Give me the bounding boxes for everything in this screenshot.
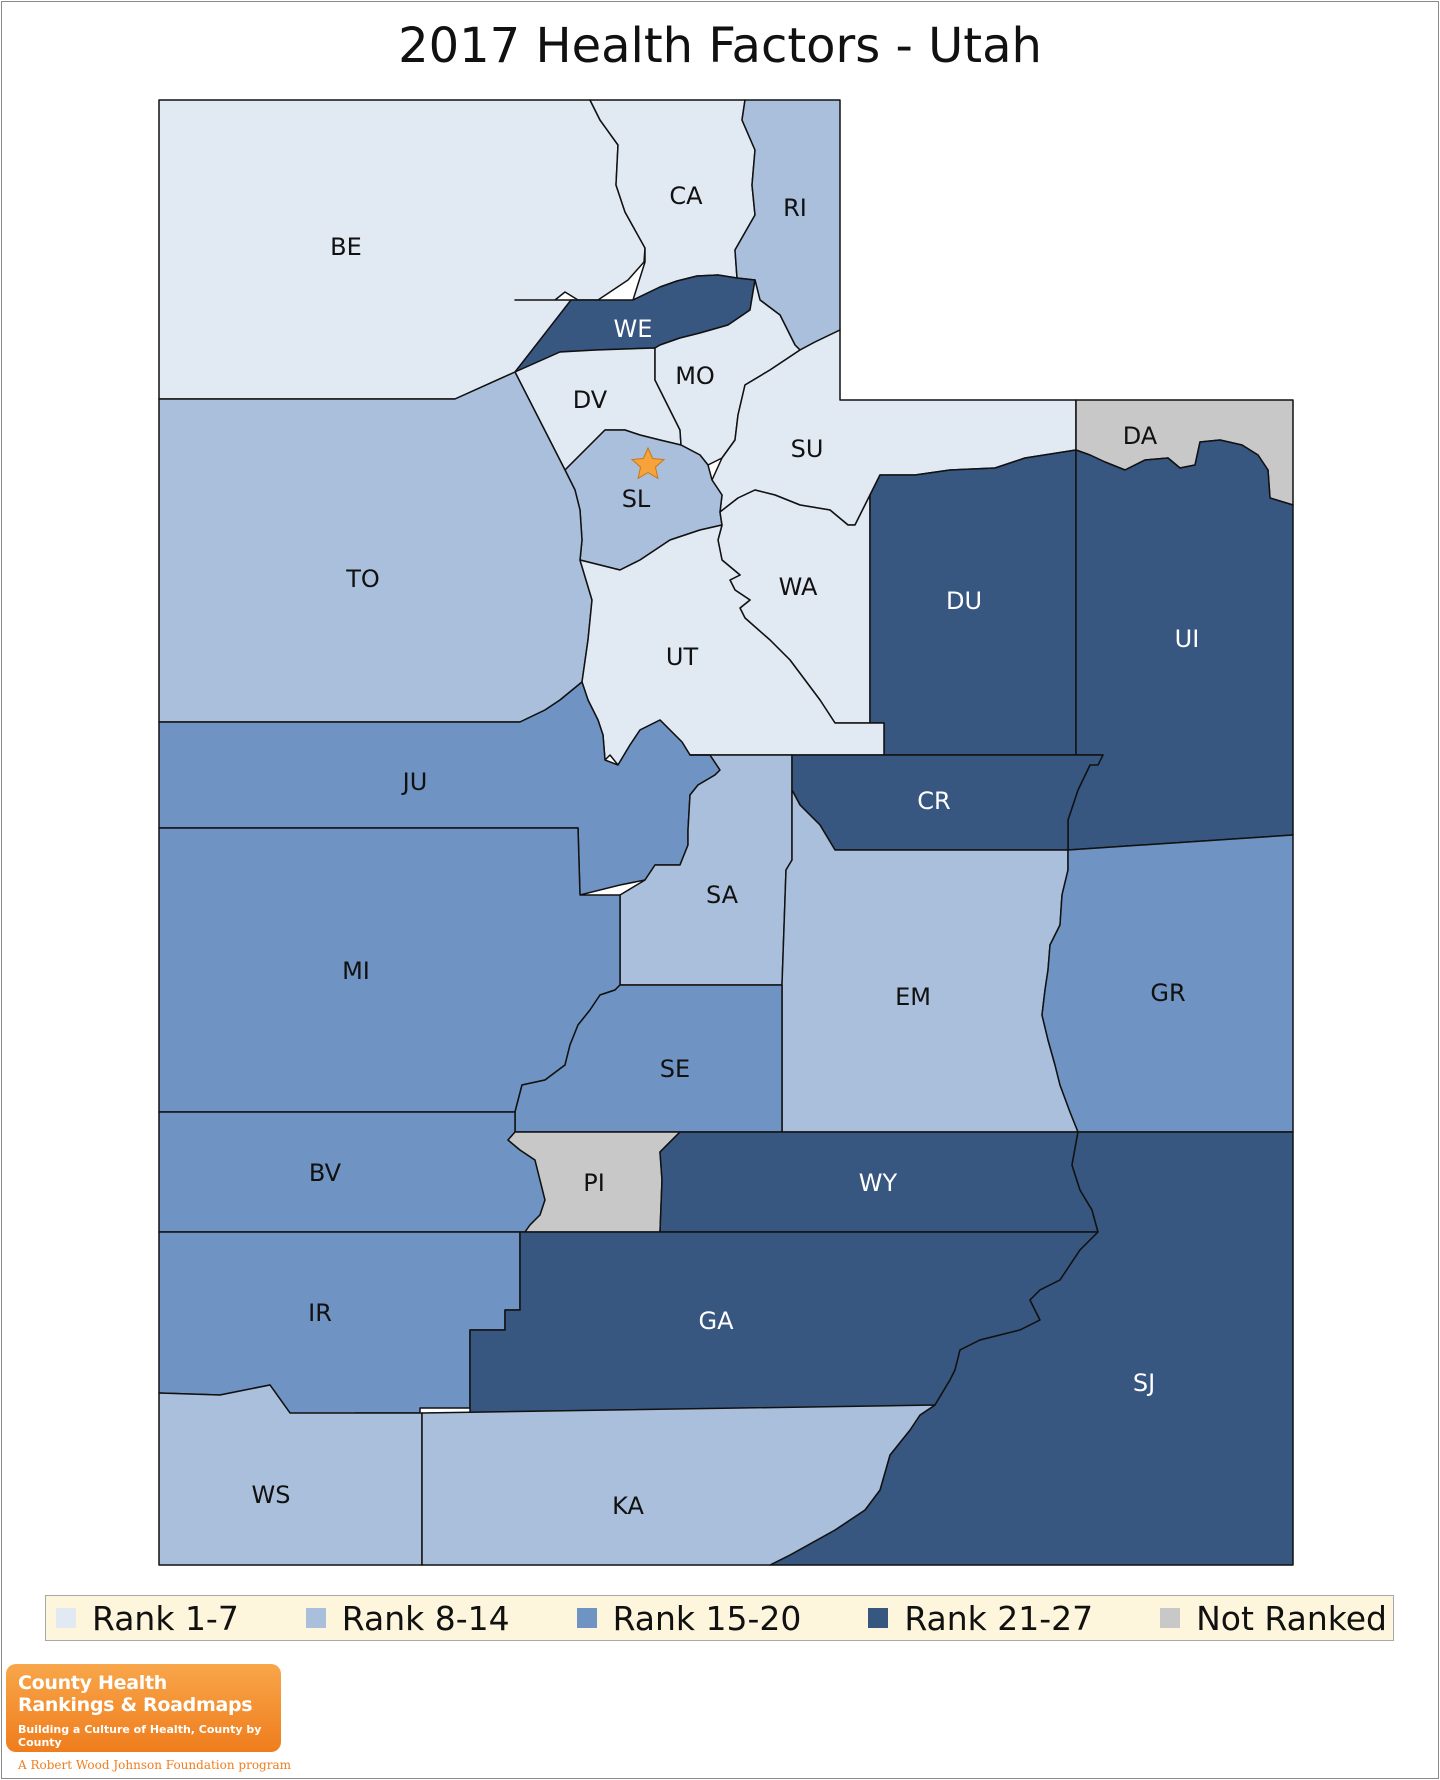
county-label-MO: MO	[675, 362, 715, 390]
county-label-TO: TO	[345, 565, 380, 593]
county-label-WA: WA	[779, 573, 818, 601]
county-label-MI: MI	[342, 957, 370, 985]
county-label-SA: SA	[706, 881, 739, 909]
legend-label: Rank 1-7	[92, 1598, 239, 1638]
logo-line-2: Rankings & Roadmaps	[18, 1694, 253, 1716]
legend-label: Rank 8-14	[341, 1598, 510, 1638]
county-label-JU: JU	[401, 768, 428, 796]
legend-swatch	[576, 1608, 597, 1628]
chr-logo[interactable]: County Health Rankings & Roadmaps Buildi…	[6, 1664, 281, 1752]
county-label-DU: DU	[946, 587, 982, 615]
county-label-RI: RI	[783, 194, 807, 222]
map-title: 2017 Health Factors - Utah	[398, 18, 1042, 74]
county-label-BE: BE	[330, 233, 362, 261]
legend-label: Not Ranked	[1196, 1598, 1387, 1638]
legend-item-rank-21-27: Rank 21-27	[868, 1599, 1093, 1638]
county-WS[interactable]	[158, 1384, 423, 1566]
county-label-SL: SL	[622, 485, 651, 513]
county-labels: BE CA RI WE MO DV SU DA SL TO WA DU UI UT JU CR SA MI EM GR…	[252, 182, 1200, 1520]
county-label-DA: DA	[1123, 422, 1158, 450]
county-label-EM: EM	[895, 983, 931, 1011]
county-label-SJ: SJ	[1133, 1369, 1155, 1397]
county-label-WY: WY	[859, 1169, 898, 1197]
county-label-IR: IR	[308, 1299, 332, 1327]
county-label-WE: WE	[614, 315, 653, 343]
legend-label: Rank 15-20	[612, 1598, 802, 1638]
county-BV[interactable]	[158, 1111, 546, 1233]
legend-swatch	[868, 1608, 889, 1628]
legend-swatch	[1160, 1608, 1181, 1628]
county-TO[interactable]	[158, 371, 593, 723]
county-label-WS: WS	[252, 1481, 291, 1509]
county-label-CR: CR	[917, 787, 950, 815]
county-label-UI: UI	[1175, 625, 1200, 653]
county-label-KA: KA	[612, 1492, 644, 1520]
legend-swatch	[56, 1608, 76, 1628]
county-label-BV: BV	[309, 1159, 342, 1187]
legend-swatch	[305, 1608, 326, 1628]
county-label-PI: PI	[583, 1169, 605, 1197]
logo-footer: A Robert Wood Johnson Foundation program	[18, 1758, 291, 1772]
county-label-SU: SU	[791, 435, 824, 463]
county-label-GR: GR	[1150, 979, 1185, 1007]
county-label-SE: SE	[660, 1055, 690, 1083]
county-label-DV: DV	[573, 386, 608, 414]
county-KA[interactable]	[421, 1404, 936, 1566]
county-label-UT: UT	[666, 643, 699, 671]
county-label-GA: GA	[698, 1307, 734, 1335]
logo-line-1: County Health	[18, 1672, 167, 1694]
county-label-CA: CA	[669, 182, 703, 210]
legend-item-rank-1-7: Rank 1-7	[56, 1599, 239, 1638]
legend-item-rank-15-20: Rank 15-20	[576, 1598, 802, 1638]
legend-item-not-ranked: Not Ranked	[1160, 1599, 1387, 1638]
star-icon	[630, 446, 666, 480]
logo-tagline: Building a Culture of Health, County by …	[18, 1723, 262, 1749]
legend-label: Rank 21-27	[904, 1598, 1094, 1638]
legend: Rank 1-7 Rank 8-14 Rank 15-20 Rank 21-27…	[45, 1595, 1394, 1641]
legend-item-rank-8-14: Rank 8-14	[305, 1598, 510, 1638]
county-MI[interactable]	[158, 827, 621, 1113]
